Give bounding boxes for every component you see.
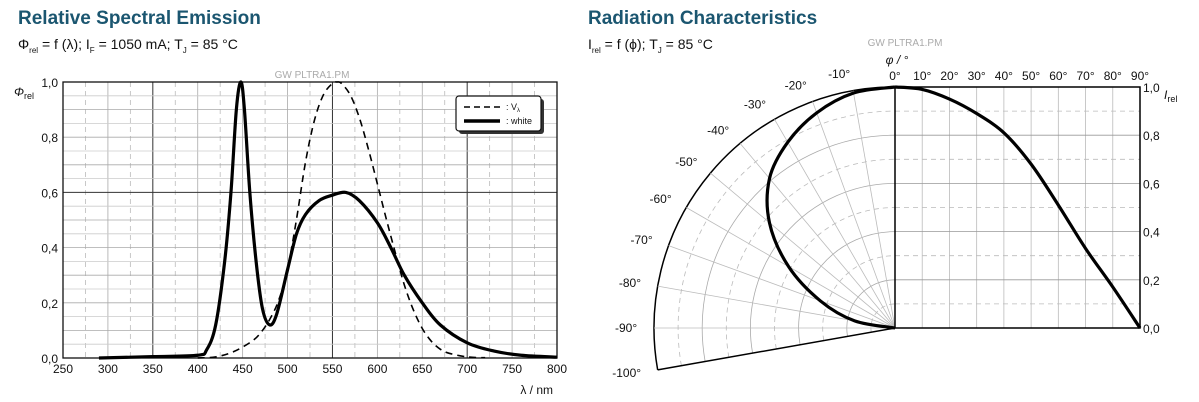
x-tick-label: 500 [278, 362, 298, 376]
angle-axis-label: φ / ° [886, 53, 909, 67]
angle-tick-label: 10° [913, 69, 931, 83]
angle-tick-label: 20° [940, 69, 958, 83]
polar-boundary [657, 327, 896, 371]
polar-grid-radial [812, 101, 896, 329]
angle-tick-label: 0° [889, 69, 901, 83]
subtitle-sub: rel [591, 45, 601, 55]
angle-tick-label: -10° [828, 67, 850, 81]
subtitle-part: = f (ϕ); T [600, 36, 658, 52]
y-tick-label: 0,0 [1143, 322, 1160, 336]
y-tick-label: 0,0 [41, 352, 58, 366]
x-tick-label: 800 [547, 362, 567, 376]
series-line-white [98, 80, 558, 360]
x-tick-label: 250 [53, 362, 73, 376]
subtitle-sub: rel [29, 45, 39, 55]
x-tick-label: 550 [322, 362, 342, 376]
left-chart-title: Relative Spectral Emission [18, 8, 261, 29]
x-tick-label: 600 [367, 362, 387, 376]
y-tick-label: 0,2 [1143, 274, 1160, 288]
polar-grid-radial [852, 90, 896, 329]
x-tick-label: 700 [457, 362, 477, 376]
subtitle-part: = 85 °C [186, 36, 238, 52]
angle-tick-label: -70° [631, 233, 653, 247]
y-axis-label: Φrel [14, 85, 34, 101]
y-tick-label: 0,6 [1143, 177, 1160, 191]
x-tick-label: 450 [233, 362, 253, 376]
y-tick-label: 0,2 [41, 297, 58, 311]
y-axis-label: Irel [1164, 88, 1177, 104]
x-tick-label: 750 [502, 362, 522, 376]
y-tick-label: 0,4 [41, 242, 58, 256]
subtitle-part: = 1050 mA; T [94, 36, 183, 52]
watermark: GW PLTRA1.PM [868, 38, 943, 49]
polar-grid-radial [739, 143, 896, 329]
y-tick-label: 1,0 [1143, 81, 1160, 95]
angle-tick-label: -50° [675, 155, 697, 169]
angle-tick-label: -30° [744, 98, 766, 112]
subtitle-sub: J [182, 45, 187, 55]
subtitle-sub: J [657, 45, 662, 55]
y-tick-label: 1,0 [41, 76, 58, 90]
polar-grid-arc [822, 255, 896, 341]
polar-curve [765, 85, 896, 330]
x-tick-label: 650 [412, 362, 432, 376]
angle-tick-label: 90° [1131, 69, 1149, 83]
subtitle-part: Φ [18, 36, 30, 52]
angle-tick-label: -100° [612, 366, 641, 380]
subtitle-sub: F [89, 45, 95, 55]
x-tick-label: 350 [143, 362, 163, 376]
polar-grid-radial [668, 245, 896, 329]
plot-frame [894, 86, 1141, 329]
subtitle-part: I [588, 36, 592, 52]
legend-label: : white [506, 116, 532, 126]
angle-tick-label: 80° [1104, 69, 1122, 83]
angle-tick-label: -90° [615, 321, 637, 335]
y-tick-label: 0,4 [1143, 226, 1160, 240]
angle-tick-label: -20° [785, 79, 807, 93]
legend-label: : Vλ [506, 102, 520, 114]
x-tick-label: 300 [98, 362, 118, 376]
subtitle-part: = 85 °C [661, 36, 713, 52]
y-tick-label: 0,6 [41, 186, 58, 200]
right-chart-title: Radiation Characteristics [588, 8, 818, 29]
angle-tick-label: -80° [619, 276, 641, 290]
left-chart-subtitle: Φrel = f (λ); IF = 1050 mA; TJ = 85 °C [18, 36, 238, 55]
y-tick-label: 0,8 [1143, 129, 1160, 143]
angle-tick-label: -60° [650, 192, 672, 206]
angle-tick-label: 50° [1022, 69, 1040, 83]
polar-grid-radial [774, 119, 896, 329]
right-chart-subtitle: Irel = f (ϕ); TJ = 85 °C [588, 36, 713, 55]
angle-tick-label: -40° [707, 123, 729, 137]
polar-grid-radial [710, 172, 896, 329]
series-line-V [197, 81, 486, 359]
angle-tick-label: 30° [968, 69, 986, 83]
angle-tick-label: 40° [995, 69, 1013, 83]
angle-tick-label: 70° [1076, 69, 1094, 83]
cartesian-curve [894, 85, 1142, 329]
watermark: GW PLTRA1.PM [275, 70, 350, 81]
x-tick-label: 400 [188, 362, 208, 376]
polar-grid-arc [774, 207, 896, 349]
angle-tick-label: 60° [1049, 69, 1067, 83]
plot-frame [62, 81, 558, 359]
subtitle-part: = f (λ); I [38, 36, 90, 52]
y-tick-label: 0,8 [41, 131, 58, 145]
x-axis-label: λ / nm [520, 383, 553, 397]
